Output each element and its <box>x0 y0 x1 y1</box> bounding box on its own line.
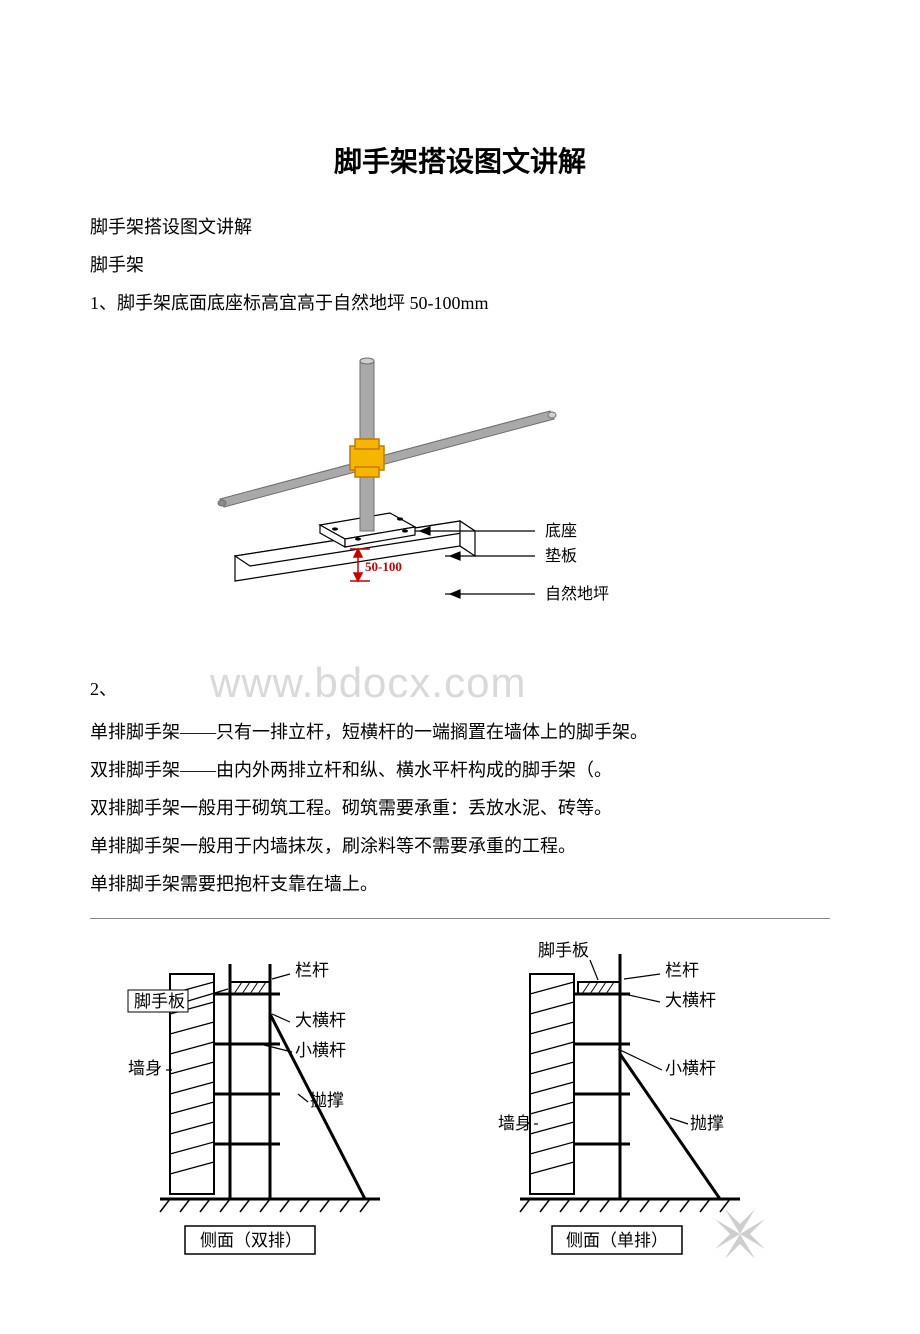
label-ground: 自然地坪 <box>545 585 609 603</box>
label-brace-left: 抛撑 <box>310 1091 344 1110</box>
desc-line-5: 单排脚手架需要把抱杆支靠在墙上。 <box>90 867 830 901</box>
clamp-shape <box>350 439 384 477</box>
label-small-right: 小横杆 <box>665 1059 716 1078</box>
desc-line-1: 单排脚手架——只有一排立杆，短横杆的一端搁置在墙体上的脚手架。 <box>90 715 830 749</box>
label-wall-right: 墙身 <box>498 1114 532 1133</box>
label-big-right: 大横杆 <box>665 991 716 1010</box>
scaffold-diagrams: 脚手板 栏杆 大横杆 小横杆 墙身 抛撑 侧面（双排） <box>90 929 830 1269</box>
label-wall-left: 墙身 <box>128 1059 162 1078</box>
left-diagram: 脚手板 栏杆 大横杆 小横杆 墙身 抛撑 侧面（双排） <box>128 961 380 1254</box>
watermark: www.bdocx.com <box>210 659 526 707</box>
subtitle-line: 脚手架搭设图文讲解 <box>90 210 830 244</box>
label-small-left: 小横杆 <box>295 1041 346 1060</box>
base-diagram: 底座 垫板 自然地坪 50-100 <box>200 341 720 641</box>
label-dimension: 50-100 <box>365 559 402 574</box>
label-board-right: 脚手板 <box>538 941 589 960</box>
caption-left: 侧面（双排） <box>200 1231 302 1250</box>
desc-line-3: 双排脚手架一般用于砌筑工程。砌筑需要承重：丢放水泥、砖等。 <box>90 791 830 825</box>
section-label: 脚手架 <box>90 248 830 282</box>
label-board-left: 脚手板 <box>134 992 185 1011</box>
page-title: 脚手架搭设图文讲解 <box>90 140 830 180</box>
watermark-row: 2、 www.bdocx.com <box>90 641 830 701</box>
document-page: 脚手架搭设图文讲解 脚手架搭设图文讲解 脚手架 1、脚手架底面底座标高宜高于自然… <box>0 0 920 1334</box>
figure-2-container: 脚手板 栏杆 大横杆 小横杆 墙身 抛撑 侧面（双排） <box>90 918 830 1274</box>
caption-right: 侧面（单排） <box>566 1231 668 1250</box>
label-rail-left: 栏杆 <box>295 961 329 980</box>
label-big-left: 大横杆 <box>295 1011 346 1030</box>
logo-icon <box>715 1209 765 1259</box>
cross-bar-shape <box>218 411 556 507</box>
right-diagram: 脚手板 栏杆 大横杆 小横杆 墙身 抛撑 <box>498 941 765 1259</box>
desc-line-4: 单排脚手架一般用于内墙抹灰，刷涂料等不需要承重的工程。 <box>90 829 830 863</box>
label-pad: 垫板 <box>545 547 577 565</box>
figure-1-container: 底座 垫板 自然地坪 50-100 <box>90 341 830 641</box>
label-brace-right: 抛撑 <box>690 1114 724 1133</box>
item-1: 1、脚手架底面底座标高宜高于自然地坪 50-100mm <box>90 286 830 320</box>
description-block: 单排脚手架——只有一排立杆，短横杆的一端搁置在墙体上的脚手架。 双排脚手架——由… <box>90 715 830 902</box>
item-2-number: 2、 <box>90 675 117 701</box>
label-rail-right: 栏杆 <box>665 961 699 980</box>
label-base: 底座 <box>545 522 577 540</box>
desc-line-2: 双排脚手架——由内外两排立杆和纵、横水平杆构成的脚手架（。 <box>90 753 830 787</box>
